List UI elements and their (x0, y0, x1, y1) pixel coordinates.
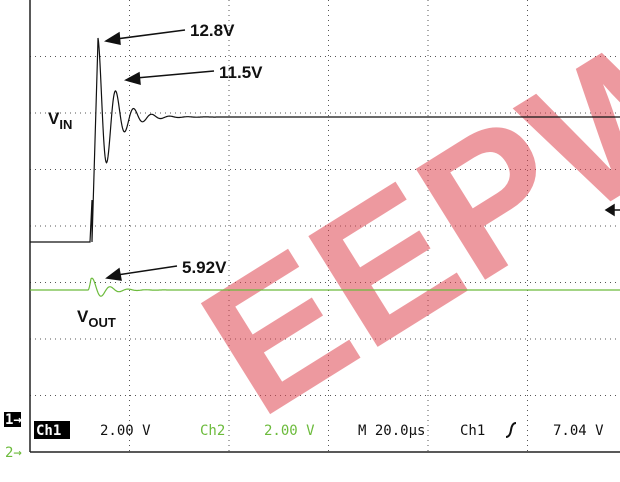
status-timebase: M 20.0µs (358, 423, 425, 439)
annotation: 5.92V (182, 258, 227, 277)
status-ch2-scale: 2.00 V (264, 423, 315, 439)
annotation: 11.5V (219, 63, 263, 82)
ch2-marker: 2→ (5, 445, 22, 461)
annotation-arrows (104, 29, 620, 281)
ch1-marker-box (4, 412, 21, 427)
channel-label: VOUT (77, 307, 116, 330)
ch1-marker: 1→ (5, 412, 22, 428)
vout-trace (30, 277, 620, 297)
trigger-slope-icon (505, 422, 517, 438)
status-ch1: Ch1 (36, 423, 61, 439)
status-trigger-source: Ch1 (460, 423, 485, 439)
annotation: 12.8V (190, 21, 235, 40)
graticule (30, 0, 620, 452)
vin-trace (30, 37, 620, 243)
status-trigger-level: 7.04 V (553, 423, 604, 439)
status-ch1-scale: 2.00 V (100, 423, 151, 439)
channel-label: VIN (48, 109, 72, 132)
ch1-name-box (34, 421, 70, 439)
status-ch2: Ch2 (200, 423, 225, 439)
